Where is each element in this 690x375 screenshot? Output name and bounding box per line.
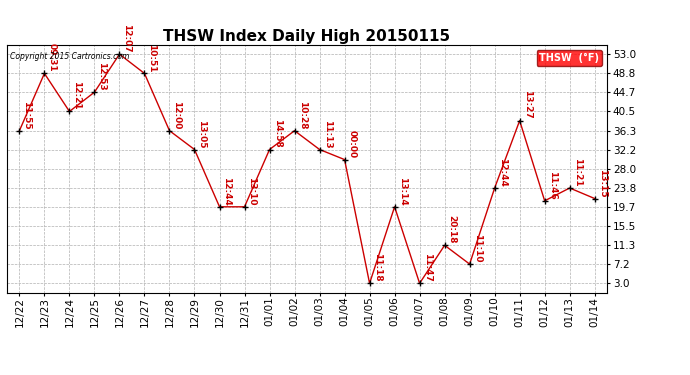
Text: 09:31: 09:31: [48, 44, 57, 72]
Text: 13:14: 13:14: [397, 177, 406, 206]
Text: 13:15: 13:15: [598, 168, 607, 197]
Text: 00:00: 00:00: [348, 130, 357, 158]
Text: 12:53: 12:53: [97, 62, 106, 91]
Text: 13:10: 13:10: [248, 177, 257, 206]
Text: 11:46: 11:46: [548, 171, 557, 200]
Text: 12:44: 12:44: [497, 158, 506, 187]
Title: THSW Index Daily High 20150115: THSW Index Daily High 20150115: [164, 29, 451, 44]
Text: 12:07: 12:07: [122, 24, 132, 53]
Text: 11:47: 11:47: [422, 253, 432, 282]
Text: 11:10: 11:10: [473, 234, 482, 263]
Text: 10:51: 10:51: [148, 44, 157, 72]
Text: 11:21: 11:21: [573, 158, 582, 187]
Text: 14:58: 14:58: [273, 119, 282, 148]
Text: 12:21: 12:21: [72, 81, 81, 110]
Text: Copyright 2015 Cartronics.com: Copyright 2015 Cartronics.com: [10, 53, 129, 62]
Text: 13:27: 13:27: [522, 90, 532, 119]
Text: 12:44: 12:44: [222, 177, 232, 206]
Text: 10:28: 10:28: [297, 101, 306, 129]
Text: 11:13: 11:13: [322, 120, 332, 148]
Text: 11:18: 11:18: [373, 254, 382, 282]
Legend: THSW  (°F): THSW (°F): [537, 50, 602, 66]
Text: 11:55: 11:55: [22, 101, 32, 129]
Text: 12:00: 12:00: [172, 101, 181, 129]
Text: 13:05: 13:05: [197, 120, 206, 148]
Text: 20:18: 20:18: [448, 215, 457, 244]
